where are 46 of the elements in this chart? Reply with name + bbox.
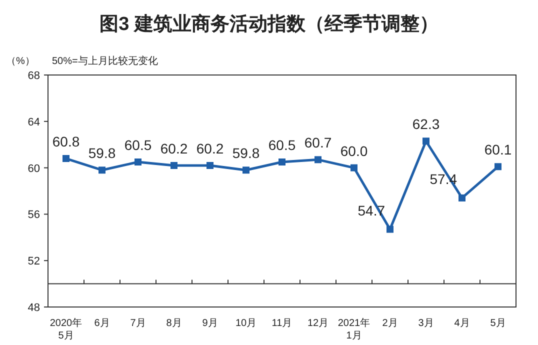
point <box>278 158 286 166</box>
chart-title: 图3 建筑业商务活动指数（经季节调整） <box>100 13 438 35</box>
data-label: 60.2 <box>160 140 188 156</box>
data-label: 59.8 <box>88 145 116 162</box>
y-tick-label: 68 <box>28 70 40 82</box>
x-tick-label: 8月 <box>166 318 182 329</box>
y-tick-label: 64 <box>28 116 40 128</box>
x-tick-label: 2月 <box>382 318 398 329</box>
point <box>170 162 178 169</box>
y-tick-label: 56 <box>28 209 40 222</box>
point <box>62 155 70 162</box>
data-label: 60.7 <box>304 134 332 151</box>
point <box>422 138 430 145</box>
y-tick-label: 60 <box>28 162 40 175</box>
data-label: 60.8 <box>52 134 80 150</box>
x-tick-label: 6月 <box>94 318 110 329</box>
point <box>350 164 358 172</box>
point <box>98 166 106 174</box>
data-label: 60.5 <box>124 137 152 153</box>
point <box>242 166 250 174</box>
point <box>458 194 466 202</box>
x-tick-label: 5月 <box>490 318 506 329</box>
y-axis-title: （%） <box>6 56 35 67</box>
data-label: 60.0 <box>340 142 368 159</box>
data-label: 62.3 <box>412 116 440 132</box>
x-tick-label: 7月 <box>130 318 146 329</box>
text: 50%=与上月比较无变化 <box>52 55 158 67</box>
point <box>206 162 214 169</box>
point <box>314 156 322 164</box>
x-tick-label: 3月 <box>418 318 434 329</box>
x-tick-label: 10月 <box>235 318 257 329</box>
x-tick-label: 4月 <box>454 318 470 329</box>
y-tick-label: 52 <box>28 256 40 268</box>
data-label: 60.5 <box>268 137 296 153</box>
x-tick-label: 11月 <box>272 318 292 329</box>
x-tick-label: 9月 <box>202 318 218 329</box>
data-label: 60.2 <box>196 140 224 156</box>
x-tick-label: 12月 <box>307 318 329 329</box>
point <box>134 158 142 166</box>
y-tick-label: 48 <box>28 302 40 314</box>
x-tick-label: 2020年 5月 <box>50 317 82 342</box>
data-label: 59.8 <box>232 145 260 162</box>
point <box>494 163 502 170</box>
data-label: 60.1 <box>484 142 512 158</box>
point <box>386 226 394 233</box>
x-tick-label: 2021年 1月 <box>338 317 370 342</box>
